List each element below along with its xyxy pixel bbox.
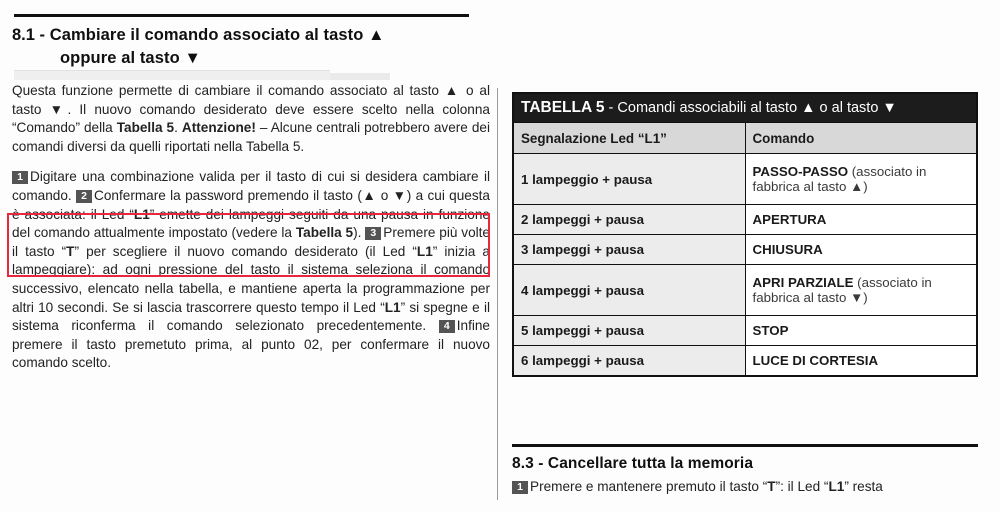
section-8-3-text-b: ”: il Led “	[775, 478, 829, 494]
section-rule-8-3	[512, 444, 978, 447]
command-name: APRI PARZIALE	[752, 275, 854, 290]
column-divider	[497, 88, 498, 500]
step-badge-1: 1	[512, 480, 528, 494]
section-number: 8.1 -	[12, 26, 46, 44]
bold-tabella-5-ref: Tabella 5	[295, 225, 354, 241]
section-8-3: 8.3 - Cancellare tutta la memoria 1 Preme…	[512, 444, 982, 496]
procedure-paragraph: 1 Digitare una combinazione valida per il…	[12, 168, 490, 373]
table-caption-strong: TABELLA 5	[521, 99, 605, 116]
command-name: CHIUSURA	[752, 242, 823, 257]
section-8-1-heading: 8.1 - Cambiare il comando associato al t…	[12, 24, 490, 70]
step-3-text-b: ” per scegliere il nuovo comando desider…	[74, 243, 417, 259]
step-4-text: Infine premere il tasto premetuto prima,…	[12, 318, 490, 371]
cell-led-signal: 5 lampeggi + pausa	[512, 315, 746, 346]
column-header-comando: Comando	[744, 122, 978, 154]
step-badge-2: 2	[76, 189, 93, 203]
command-name: APERTURA	[752, 212, 827, 227]
table-row: 6 lampeggi + pausa LUCE DI CORTESIA	[512, 345, 978, 377]
step-3-text-a: Premere più volte il tasto “	[12, 225, 490, 259]
command-note: (associato in fabbrica al tasto ▲)	[752, 164, 927, 194]
scan-artifact-band	[14, 70, 390, 80]
section-title-line-2: oppure al tasto ▼	[60, 49, 201, 67]
cell-command: LUCE DI CORTESIA	[744, 345, 978, 377]
section-title-line-1: Cambiare il comando associato al tasto ▲	[49, 26, 385, 44]
cell-command: APERTURA	[744, 204, 978, 235]
intro-paragraph: Questa funzione permette di cambiare il …	[12, 82, 490, 156]
cell-command: PASSO-PASSO (associato in fabbrica al ta…	[744, 153, 978, 205]
section-8-3-heading: 8.3 - Cancellare tutta la memoria	[512, 454, 754, 472]
command-name: LUCE DI CORTESIA	[752, 353, 879, 368]
led-label-l1-c: L1	[384, 299, 401, 315]
step-badge-1: 1	[12, 171, 28, 185]
led-label-l1-b: L1	[416, 243, 433, 259]
cell-led-signal: 2 lampeggi + pausa	[512, 204, 746, 235]
table-caption-row: TABELLA 5 - Comandi associabili al tasto…	[512, 92, 978, 123]
step-2-text-c: ).	[353, 225, 366, 241]
step-3-text-d: ” si spegne e il sistema riconferma il c…	[12, 299, 490, 334]
table-row: 1 lampeggio + pausa PASSO-PASSO (associa…	[512, 153, 978, 205]
intro-part-1: Questa funzione permette di cambiare il …	[12, 83, 490, 136]
cell-led-signal: 6 lampeggi + pausa	[512, 345, 746, 377]
cell-led-signal: 3 lampeggi + pausa	[512, 234, 746, 265]
command-name: PASSO-PASSO	[752, 164, 849, 179]
section-8-3-text: 1 Premere e mantenere premuto il tasto “T…	[512, 478, 982, 497]
intro-bold-attenzione: Attenzione!	[181, 120, 256, 136]
left-column: 8.1 - Cambiare il comando associato al t…	[12, 14, 490, 373]
command-note: (associato in fabbrica al tasto ▼)	[752, 275, 932, 305]
table-caption-rest: - Comandi associabili al tasto ▲ o al ta…	[604, 100, 897, 116]
table-row: 5 lampeggi + pausa STOP	[512, 315, 978, 346]
right-column: TABELLA 5 - Comandi associabili al tasto…	[512, 92, 982, 377]
cell-command: APRI PARZIALE (associato in fabbrica al …	[744, 264, 978, 316]
section-8-3-text-a: Premere e mantenere premuto il tasto “	[530, 478, 768, 494]
section-rule-top	[14, 14, 469, 17]
key-label-t: T	[767, 478, 776, 494]
section-8-3-text-c: ” resta	[844, 478, 883, 494]
column-header-led: Segnalazione Led “L1”	[512, 122, 746, 154]
command-name: STOP	[752, 323, 789, 338]
step-badge-4: 4	[438, 320, 455, 334]
table-row: 4 lampeggi + pausa APRI PARZIALE (associ…	[512, 264, 978, 316]
cell-command: STOP	[744, 315, 978, 346]
intro-part-3: – Alcune centrali potrebbero avere dei c…	[12, 120, 490, 154]
table-row: 2 lampeggi + pausa APERTURA	[512, 204, 978, 235]
table-header-row: Segnalazione Led “L1” Comando	[512, 122, 978, 154]
key-label-t-a: T	[66, 243, 75, 259]
cell-led-signal: 4 lampeggi + pausa	[512, 264, 746, 316]
table-caption: TABELLA 5 - Comandi associabili al tasto…	[512, 92, 978, 123]
led-label-l1: L1	[828, 478, 845, 494]
step-badge-3: 3	[365, 227, 382, 241]
intro-bold-tabella: Tabella 5	[116, 120, 175, 136]
step-1-text: Digitare una combinazione valida per il …	[12, 169, 490, 203]
intro-part-2: .	[174, 120, 182, 136]
step-3-text-c: ” inizia a lampeggiare): ad ogni pressio…	[12, 243, 490, 315]
table-row: 3 lampeggi + pausa CHIUSURA	[512, 234, 978, 265]
cell-command: CHIUSURA	[744, 234, 978, 265]
cell-led-signal: 1 lampeggio + pausa	[512, 153, 746, 205]
led-label-l1-a: L1	[133, 206, 150, 222]
table-5: TABELLA 5 - Comandi associabili al tasto…	[512, 92, 978, 377]
